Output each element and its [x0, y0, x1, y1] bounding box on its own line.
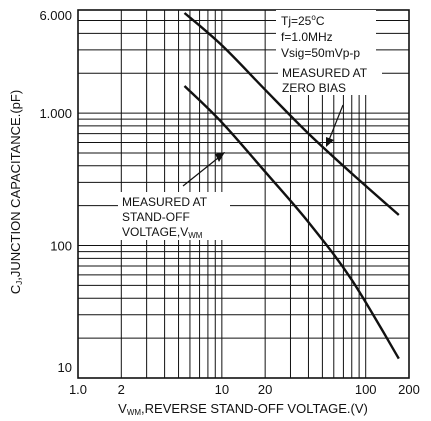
- standoff-arrow-line: [182, 157, 219, 187]
- y-tick-label: 100: [50, 239, 72, 254]
- x-tick-label: 20: [258, 382, 272, 397]
- zero-bias-arrow-line: [328, 104, 344, 141]
- zero-bias-label-line2: ZERO BIAS: [282, 81, 346, 95]
- x-axis-title: VWM,REVERSE STAND-OFF VOLTAGE.(V): [118, 401, 368, 417]
- x-tick-label: 1.0: [69, 382, 87, 397]
- x-tick-label: 10: [215, 382, 229, 397]
- condition-frequency: f=1.0MHz: [281, 30, 333, 44]
- x-tick-label: 200: [398, 382, 420, 397]
- zero-bias-arrowhead: [326, 137, 334, 147]
- y-axis-title: CJ,JUNCTION CAPACITANCE.(pF): [8, 90, 24, 294]
- standoff-annotation: MEASURED AT STAND-OFF VOLTAGE,VWM: [118, 152, 230, 240]
- plot-frame: [77, 9, 410, 379]
- x-tick-label: 100: [355, 382, 377, 397]
- x-tick-label: 2: [118, 382, 125, 397]
- series-group: [183, 12, 400, 360]
- y-tick-labels: 10 100 1.000 6.000: [39, 8, 72, 375]
- series-line-zero-bias: [183, 12, 400, 216]
- x-tick-labels: 1.0 2 10 20 100 200: [69, 382, 420, 397]
- y-tick-label: 10: [58, 360, 72, 375]
- zero-bias-annotation: MEASURED AT ZERO BIAS: [278, 63, 382, 147]
- standoff-label-line1: MEASURED AT: [122, 195, 208, 209]
- zero-bias-label-line1: MEASURED AT: [282, 66, 368, 80]
- standoff-arrowhead: [215, 152, 225, 162]
- series-line-standoff: [183, 85, 400, 360]
- y-tick-label: 1.000: [39, 106, 72, 121]
- condition-vsig: Vsig=50mVp-p: [281, 46, 360, 60]
- y-tick-label: 6.000: [39, 8, 72, 23]
- standoff-label-line2: STAND-OFF: [122, 210, 190, 224]
- standoff-label-line3: VOLTAGE,VWM: [122, 225, 203, 240]
- conditions-box: Tj=25oC f=1.0MHz Vsig=50mVp-p: [276, 10, 376, 68]
- condition-tj: Tj=25oC: [281, 13, 325, 28]
